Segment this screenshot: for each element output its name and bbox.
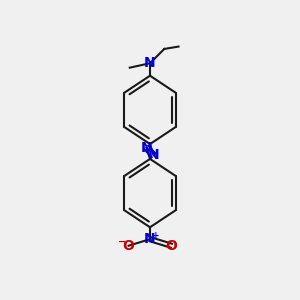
Text: N: N [144, 56, 156, 70]
Text: N: N [144, 232, 156, 246]
Text: O: O [123, 239, 134, 253]
Text: N: N [148, 148, 159, 162]
Text: −: − [118, 236, 126, 247]
Text: O: O [166, 239, 177, 253]
Text: N: N [141, 141, 152, 154]
Text: +: + [152, 230, 160, 239]
